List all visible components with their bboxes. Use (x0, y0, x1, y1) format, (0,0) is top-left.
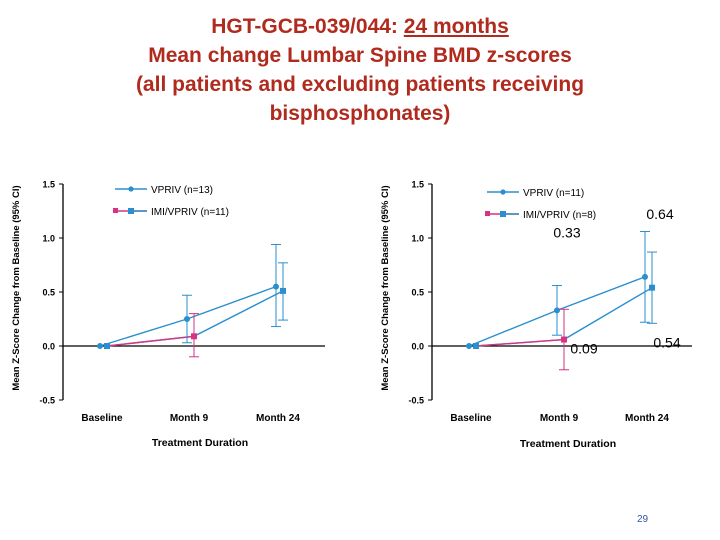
data-point-circle (466, 343, 472, 349)
x-axis-title: Treatment Duration (520, 438, 616, 450)
data-label: 0.64 (646, 206, 673, 222)
legend-marker-square (113, 208, 118, 213)
y-tick-label: 0.5 (42, 288, 55, 298)
y-tick-label: 0.0 (42, 342, 55, 352)
data-label: 0.54 (653, 335, 680, 351)
y-tick-label: 1.5 (411, 180, 424, 190)
title-line-3: (all patients and excluding patients rec… (135, 73, 585, 96)
x-tick-label: Month 9 (170, 413, 209, 424)
title-study-id: HGT-GCB-039/044: (211, 15, 404, 38)
y-tick-label: 0.0 (411, 342, 424, 352)
data-point-square (191, 333, 197, 340)
data-point-circle (554, 307, 560, 314)
title-line-4: bisphosphonates) (269, 102, 451, 125)
title-line-2: Mean change Lumbar Spine BMD z-scores (148, 44, 572, 67)
title-line-1: HGT-GCB-039/044: 24 months (40, 12, 680, 41)
y-tick-label: 1.5 (42, 180, 55, 190)
page-number: 29 (637, 514, 649, 525)
data-point-square (104, 343, 110, 349)
y-axis-title: Mean Z-Score Change from Baseline (95% C… (380, 185, 391, 390)
x-tick-label: Baseline (81, 413, 123, 424)
x-tick-label: Baseline (450, 413, 492, 424)
series-line-segment (475, 338, 565, 347)
x-axis-title: Treatment Duration (152, 437, 248, 449)
x-tick-label: Month 24 (256, 413, 300, 424)
y-tick-label: -0.5 (39, 396, 55, 406)
legend-label: VPRIV (n=11) (523, 188, 584, 199)
x-tick-label: Month 9 (540, 413, 579, 424)
data-label: 0.33 (553, 224, 580, 240)
data-point-circle (273, 283, 279, 290)
legend-marker-square (485, 211, 490, 216)
legend-label: IMI/VPRIV (n=11) (151, 207, 229, 218)
data-point-circle (97, 343, 103, 349)
series-line-segment (106, 335, 195, 347)
data-point-circle (184, 316, 190, 322)
y-tick-label: 1.0 (42, 234, 55, 244)
y-tick-label: 0.5 (411, 288, 424, 298)
x-tick-label: Month 24 (625, 413, 669, 424)
data-point-square (473, 343, 479, 349)
legend-marker-circle (500, 189, 506, 195)
y-tick-label: -0.5 (408, 396, 424, 406)
data-point-square (649, 284, 655, 291)
title-duration: 24 months (403, 15, 509, 38)
legend-label: IMI/VPRIV (n=8) (523, 210, 596, 221)
data-point-square (280, 287, 286, 294)
legend-marker-circle (128, 186, 134, 192)
data-point-square (561, 336, 567, 343)
y-tick-label: 1.0 (411, 234, 424, 244)
data-point-circle (642, 273, 648, 280)
legend-label: VPRIV (n=13) (151, 185, 213, 196)
legend-marker-square (500, 211, 506, 217)
legend-marker-square (128, 208, 134, 214)
y-axis-title: Mean Z-Score Change from Baseline (95% C… (11, 185, 22, 390)
slide-title: HGT-GCB-039/044: 24 months Mean change L… (40, 12, 680, 128)
data-label: 0.09 (570, 341, 597, 357)
